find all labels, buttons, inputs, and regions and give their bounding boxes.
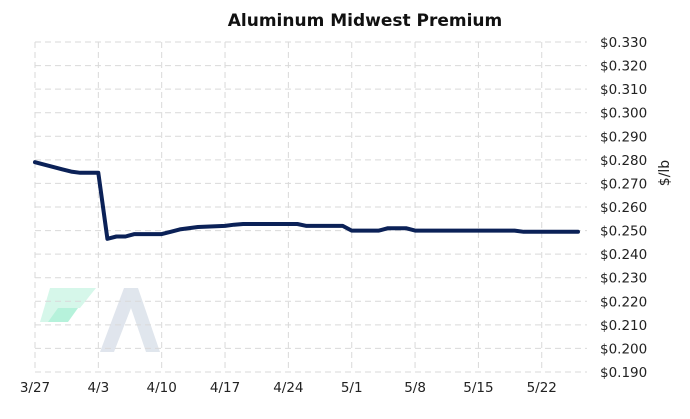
company-logo-icon [40, 288, 160, 352]
x-tick-label: 4/17 [210, 380, 240, 396]
y-tick-label: $0.200 [600, 341, 647, 357]
x-tick-label: 5/1 [341, 380, 363, 396]
x-tick-label: 5/15 [463, 380, 493, 396]
chart-title: Aluminum Midwest Premium [228, 11, 503, 31]
y-tick-label: $0.240 [600, 247, 647, 263]
y-tick-label: $0.320 [600, 59, 647, 75]
y-tick-label: $0.310 [600, 82, 647, 98]
x-tick-label: 5/22 [527, 380, 557, 396]
x-tick-label: 5/8 [404, 380, 426, 396]
y-tick-label: $0.210 [600, 318, 647, 334]
x-axis-tick-labels: 3/27 4/3 4/10 4/17 4/24 5/1 5/8 5/15 5/22 [20, 380, 557, 396]
series-line [33, 160, 580, 241]
y-tick-label: $0.300 [600, 106, 647, 122]
x-tick-label: 3/27 [20, 380, 50, 396]
y-tick-label: $0.330 [600, 35, 647, 51]
y-axis-tick-labels: $0.190 $0.200 $0.210 $0.220 $0.230 $0.240 $0.2… [600, 35, 647, 381]
y-tick-label: $0.260 [600, 200, 647, 216]
y-gridlines [35, 41, 587, 373]
y-tick-label: $0.220 [600, 294, 647, 310]
y-tick-label: $0.250 [600, 224, 647, 240]
x-tick-label: 4/24 [273, 380, 303, 396]
y-tick-label: $0.270 [600, 176, 647, 192]
y-tick-label: $0.290 [600, 129, 647, 145]
y-tick-label: $0.230 [600, 271, 647, 287]
y-tick-label: $0.280 [600, 153, 647, 169]
x-tick-label: 4/3 [87, 380, 109, 396]
y-tick-label: $0.190 [600, 365, 647, 381]
x-tick-label: 4/10 [147, 380, 177, 396]
y-axis-label: $/lb [657, 160, 673, 187]
